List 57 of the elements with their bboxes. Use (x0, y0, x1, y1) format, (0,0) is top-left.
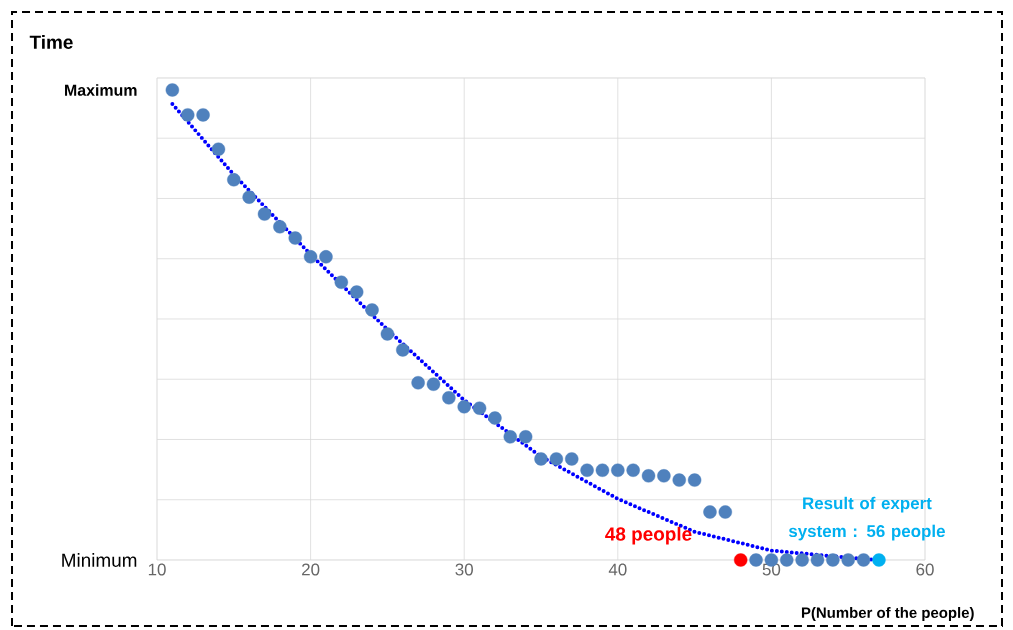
point (534, 452, 548, 466)
point (273, 220, 287, 234)
x-axis-title: P(Number of the people) (801, 607, 974, 621)
point (826, 553, 840, 567)
point (841, 553, 855, 567)
point (672, 473, 686, 487)
point (488, 411, 502, 425)
point (211, 142, 226, 156)
point (303, 250, 318, 264)
point (718, 505, 733, 519)
point (426, 377, 441, 391)
annotation: 48 people (605, 526, 692, 545)
point (856, 553, 871, 567)
point (565, 452, 579, 466)
point (733, 553, 748, 567)
point (611, 463, 625, 477)
point (549, 452, 564, 466)
point (349, 285, 364, 299)
point (503, 430, 517, 444)
point (442, 391, 456, 405)
point (242, 190, 256, 204)
point (181, 108, 195, 122)
point (457, 400, 471, 414)
annotation: Result of expert system : 56 people (788, 496, 945, 541)
point (580, 463, 594, 477)
x-tick-label: 40 (608, 563, 627, 576)
x-tick-label: 20 (302, 563, 320, 576)
point (165, 83, 180, 97)
point (703, 505, 717, 519)
point (319, 250, 333, 264)
point (518, 430, 533, 444)
x-tick-label: 10 (148, 563, 166, 576)
point (626, 463, 640, 477)
point (396, 343, 410, 357)
point (380, 327, 395, 341)
point (334, 275, 349, 289)
point (872, 553, 886, 567)
point (810, 553, 825, 567)
point (780, 553, 794, 567)
x-tick-label: 30 (455, 563, 473, 576)
point (657, 469, 671, 483)
point (472, 401, 487, 415)
point (795, 553, 809, 567)
text: Minimum (62, 553, 137, 567)
point (595, 463, 610, 477)
point (411, 376, 425, 390)
point (641, 469, 656, 483)
point (288, 231, 302, 245)
x-tick-label: 60 (916, 563, 934, 576)
point (227, 173, 241, 187)
point (196, 108, 210, 122)
y-axis-title: Time (29, 35, 73, 49)
point (365, 303, 379, 317)
point (257, 207, 272, 221)
text: Maximum (65, 84, 137, 96)
point (749, 553, 763, 567)
point (687, 473, 702, 487)
